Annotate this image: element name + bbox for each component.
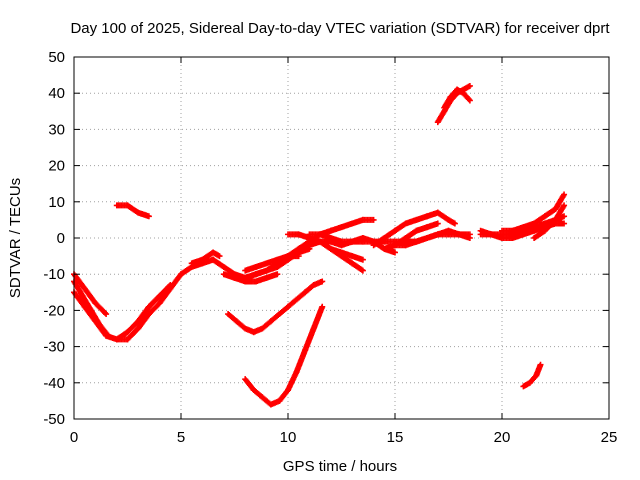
- series-track-m: [295, 216, 377, 252]
- y-axis-label: SDTVAR / TECUs: [7, 178, 24, 298]
- y-tick-label: -30: [43, 339, 65, 356]
- data-point: [561, 202, 568, 209]
- data-point: [466, 97, 473, 104]
- y-tick-label: 50: [48, 49, 65, 66]
- series-track-k: [242, 303, 326, 408]
- x-tick-label: 5: [177, 429, 185, 446]
- data-point: [319, 303, 326, 310]
- series-track-z: [520, 361, 544, 390]
- data-point: [102, 309, 109, 316]
- series-track-s: [392, 227, 473, 249]
- chart-title: Day 100 of 2025, Sidereal Day-to-day VTE…: [70, 20, 610, 37]
- data-point: [167, 282, 174, 289]
- y-tick-label: 10: [48, 194, 65, 211]
- series-track-e: [113, 202, 152, 220]
- data-point: [392, 249, 398, 256]
- data-point: [466, 82, 473, 89]
- data-point: [359, 256, 366, 263]
- series-track-x: [499, 191, 568, 234]
- series-track-b: [71, 271, 110, 318]
- series-track-u: [441, 86, 473, 111]
- series-track-c: [71, 278, 112, 339]
- data-point: [537, 361, 544, 368]
- series-track-y: [531, 202, 568, 241]
- series-track-o: [327, 245, 366, 263]
- data-point: [145, 213, 152, 220]
- x-tick-label: 20: [494, 429, 511, 446]
- data-point: [561, 191, 568, 198]
- y-tick-label: 40: [48, 85, 65, 102]
- data-point: [216, 253, 223, 260]
- x-tick-label: 0: [70, 429, 78, 446]
- x-tick-label: 15: [387, 429, 404, 446]
- data-point: [105, 332, 112, 339]
- series-track-j: [225, 278, 326, 336]
- x-tick-label: 10: [280, 429, 297, 446]
- series-track-n: [306, 231, 377, 245]
- series-track-f: [188, 249, 223, 267]
- x-tick-label: 25: [601, 429, 618, 446]
- data-point: [561, 220, 568, 227]
- y-tick-label: -50: [43, 411, 65, 428]
- data-point: [359, 267, 366, 274]
- axis-ticks: 0 5 10 15 20 25 -50 -40 -30 -20 -10 0 10 20 30 40 50: [43, 49, 617, 446]
- y-tick-label: 0: [57, 230, 65, 247]
- y-tick-label: -10: [43, 266, 65, 283]
- series-track-i: [242, 253, 302, 274]
- y-tick-label: 20: [48, 158, 65, 175]
- y-tick-label: 30: [48, 121, 65, 138]
- data-point: [561, 213, 568, 220]
- data-point: [370, 216, 377, 223]
- data-point: [451, 220, 458, 227]
- data-point: [274, 271, 281, 278]
- data-point: [166, 283, 173, 290]
- data-points: [71, 82, 568, 408]
- data-point: [295, 253, 302, 260]
- y-tick-label: -20: [43, 302, 65, 319]
- series-track-d: [113, 282, 174, 343]
- data-point: [103, 311, 110, 318]
- data-point: [434, 220, 441, 227]
- y-tick-label: -40: [43, 375, 65, 392]
- data-point: [466, 235, 473, 241]
- data-point: [319, 278, 326, 285]
- data-point: [306, 245, 313, 252]
- data-point: [358, 266, 365, 273]
- x-axis-label: GPS time / hours: [283, 458, 397, 475]
